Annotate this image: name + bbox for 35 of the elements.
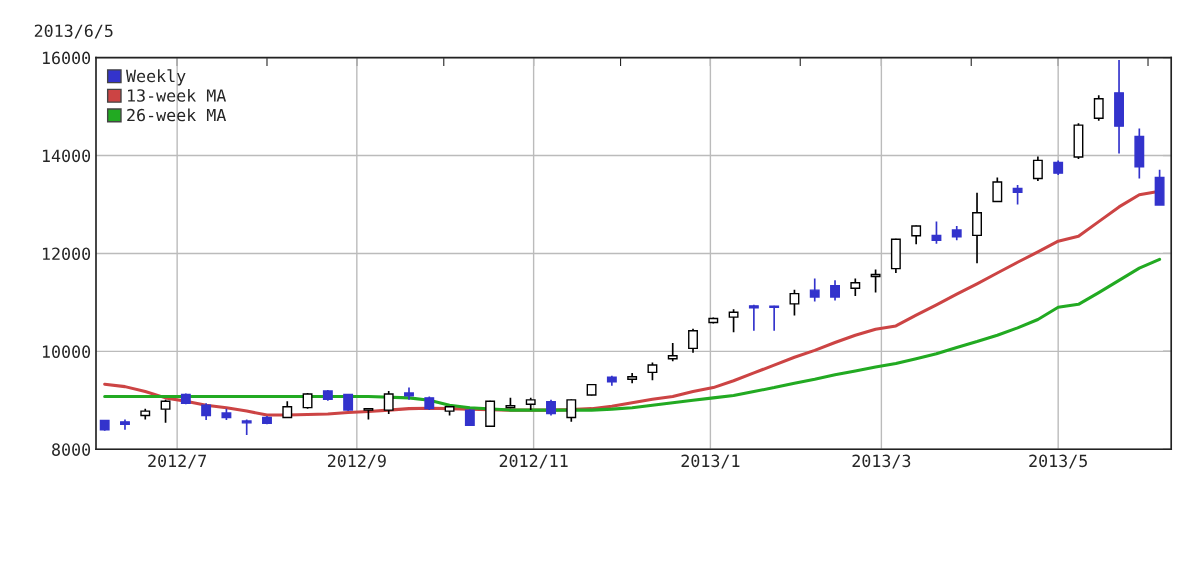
y-tick-label: 8000	[52, 443, 91, 456]
candlestick	[992, 176, 1003, 203]
candlestick	[870, 268, 881, 294]
x-tick-label: 2013/1	[681, 454, 740, 469]
candlestick	[809, 277, 820, 303]
x-tick-label: 2013/5	[1029, 454, 1087, 469]
y-tick-label: 10000	[42, 345, 91, 358]
candlestick	[566, 398, 577, 423]
candlestick	[931, 220, 942, 245]
candlestick	[383, 390, 394, 415]
candlestick	[688, 328, 698, 354]
candlestick	[241, 418, 252, 436]
candlestick	[789, 288, 800, 317]
x-tick-label: 2012/11	[499, 454, 568, 469]
candlestick	[972, 191, 982, 265]
candlestick	[728, 308, 739, 334]
x-tick-label: 2013/3	[852, 454, 911, 469]
candlestick	[911, 224, 922, 245]
x-tick-label: 2012/7	[148, 454, 206, 469]
candlestick	[748, 304, 759, 332]
candlestick	[1093, 94, 1104, 122]
chart-subtitle: 2013/6/5	[34, 24, 113, 39]
candlestick	[1012, 184, 1023, 206]
y-tick-label: 12000	[42, 247, 91, 261]
candlestick	[830, 279, 840, 302]
candlestick	[160, 398, 171, 424]
legend-label: Weekly	[126, 69, 186, 86]
legend-label: 13-week MA	[128, 88, 227, 102]
legend-label: 26-week MA	[127, 108, 227, 122]
candlestick	[667, 342, 678, 362]
y-tick-label: 14000	[42, 149, 91, 163]
candlestick	[1032, 155, 1043, 182]
candlestick	[769, 304, 780, 332]
y-tick-label: 16000	[42, 51, 91, 65]
x-tick-label: 2012/9	[327, 454, 386, 469]
